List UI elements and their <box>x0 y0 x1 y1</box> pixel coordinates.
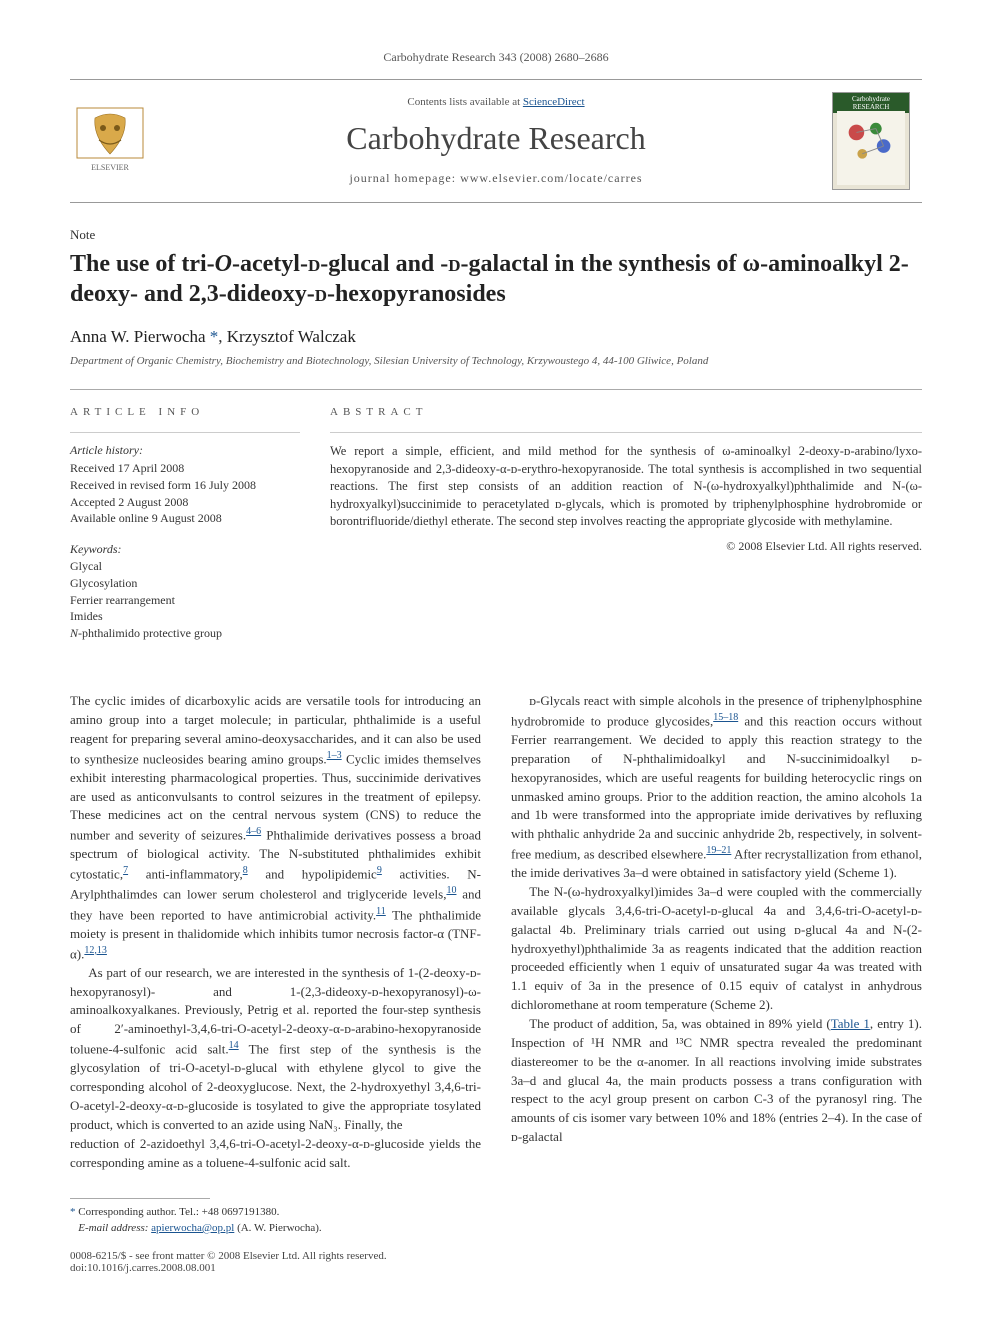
keywords-heading: Keywords: <box>70 541 300 558</box>
body-text: The cyclic imides of dicarboxylic acids … <box>70 692 922 1172</box>
journal-masthead: ELSEVIER Contents lists available at Sci… <box>70 79 922 203</box>
citation-link[interactable]: 1–3 <box>327 750 342 761</box>
history-revised: Received in revised form 16 July 2008 <box>70 477 300 494</box>
journal-reference: Carbohydrate Research 343 (2008) 2680–26… <box>70 50 922 65</box>
article-info-heading: article info <box>70 406 300 418</box>
sciencedirect-line: Contents lists available at ScienceDirec… <box>174 96 818 108</box>
body-para: anti-inflammatory, <box>128 867 243 882</box>
abstract-block: abstract We report a simple, efficient, … <box>330 406 922 642</box>
author-name: Anna W. Pierwocha <box>70 327 206 346</box>
title-text: The use of tri- <box>70 251 215 277</box>
star-icon: * <box>70 1206 76 1218</box>
body-para: and hypolipidemic <box>248 867 377 882</box>
body-para: and this reaction occurs without Ferrier… <box>511 713 922 861</box>
keyword: N-phthalimido protective group <box>70 625 300 642</box>
corresponding-author-footnote: * Corresponding author. Tel.: +48 069719… <box>70 1205 922 1220</box>
elsevier-logo: ELSEVIER <box>70 101 150 181</box>
citation-link[interactable]: 11 <box>376 906 386 917</box>
issn-copyright-line: 0008-6215/$ - see front matter © 2008 El… <box>70 1250 922 1262</box>
journal-homepage: journal homepage: www.elsevier.com/locat… <box>174 171 818 186</box>
citation-link[interactable]: 14 <box>229 1040 239 1051</box>
body-para: The product of addition, 5a, was obtaine… <box>529 1016 831 1031</box>
title-text: -acetyl- <box>232 251 308 277</box>
citation-link[interactable]: 19–21 <box>706 845 731 856</box>
title-smallcaps: d <box>448 251 460 277</box>
history-received: Received 17 April 2008 <box>70 460 300 477</box>
title-smallcaps: d <box>315 281 327 307</box>
article-history-heading: Article history: <box>70 432 300 458</box>
title-text: -hexopyranosides <box>327 281 506 307</box>
title-smallcaps: d <box>308 251 320 277</box>
email-label: E-mail address: <box>78 1222 151 1234</box>
table-ref-link[interactable]: Table 1 <box>831 1016 870 1031</box>
keyword: Ferrier rearrangement <box>70 592 300 609</box>
journal-cover-thumbnail: Carbohydrate RESEARCH <box>832 92 910 190</box>
citation-link[interactable]: 15–18 <box>713 712 738 723</box>
body-para: The N-(ω-hydroxyalkyl)imides 3a–d were c… <box>511 884 922 1012</box>
corresponding-author-star: * <box>210 327 219 346</box>
citation-link[interactable]: 10 <box>446 885 456 896</box>
title-text: -glucal and - <box>320 251 448 277</box>
history-online: Available online 9 August 2008 <box>70 510 300 527</box>
homepage-prefix: journal homepage: <box>349 171 460 185</box>
citation-link[interactable]: 12,13 <box>84 945 107 956</box>
abstract-heading: abstract <box>330 406 922 418</box>
affiliation: Department of Organic Chemistry, Biochem… <box>70 355 922 367</box>
keyword: Imides <box>70 608 300 625</box>
email-link[interactable]: apierwocha@op.pl <box>151 1222 234 1234</box>
history-accepted: Accepted 2 August 2008 <box>70 494 300 511</box>
sciencedirect-link[interactable]: ScienceDirect <box>523 96 585 108</box>
corr-author-text: Corresponding author. Tel.: +48 06971913… <box>78 1206 279 1218</box>
homepage-url: www.elsevier.com/locate/carres <box>460 171 642 185</box>
citation-link[interactable]: 4–6 <box>246 826 261 837</box>
authors-line: Anna W. Pierwocha *, Krzysztof Walczak <box>70 327 922 347</box>
article-info-block: article info Article history: Received 1… <box>70 406 300 642</box>
email-suffix: (A. W. Pierwocha). <box>234 1222 321 1234</box>
keyword: Glycosylation <box>70 575 300 592</box>
keyword: Glycal <box>70 558 300 575</box>
svg-text:ELSEVIER: ELSEVIER <box>91 163 129 172</box>
abstract-text: We report a simple, efficient, and mild … <box>330 432 922 531</box>
body-para: reduction of 2-azidoethyl 3,4,6-tri-O-ac… <box>70 1136 481 1170</box>
article-type-label: Note <box>70 227 922 243</box>
cover-title: Carbohydrate RESEARCH <box>833 93 909 113</box>
body-para: , entry 1). Inspection of ¹H NMR and ¹³C… <box>511 1016 922 1144</box>
doi-line: doi:10.1016/j.carres.2008.08.001 <box>70 1262 922 1274</box>
journal-name: Carbohydrate Research <box>174 120 818 157</box>
abstract-copyright: © 2008 Elsevier Ltd. All rights reserved… <box>330 539 922 554</box>
article-title: The use of tri-O-acetyl-d-glucal and -d-… <box>70 249 922 309</box>
sd-prefix: Contents lists available at <box>407 96 522 108</box>
author-name: Krzysztof Walczak <box>227 327 356 346</box>
email-footnote: E-mail address: apierwocha@op.pl (A. W. … <box>70 1221 922 1236</box>
title-italic: O <box>215 251 232 277</box>
footnote-separator <box>70 1198 210 1199</box>
